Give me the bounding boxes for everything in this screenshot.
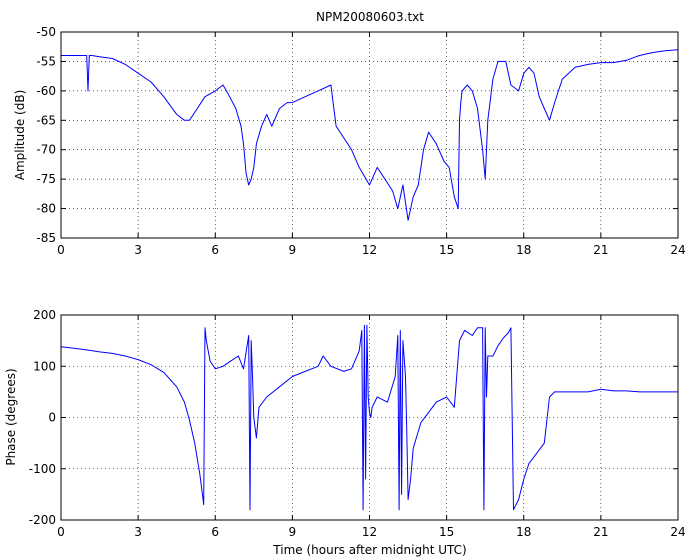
phase-ytick-label: -100 [29,462,56,476]
phase-axes: 0 3 6 9 12 15 18 21 24 -200 -100 0 100 200 Phase (deg… [4,308,686,557]
chart-title: NPM20080603.txt [316,10,424,24]
phase-ylabel: Phase (degrees) [4,368,18,465]
phase-xtick-label: 15 [439,525,454,539]
amplitude-grid [61,32,678,238]
amplitude-ytick-label: -70 [36,143,56,157]
amplitude-ytick-label: -75 [36,172,56,186]
phase-plot-frame [60,314,679,521]
amplitude-xtick-label: 3 [134,243,142,257]
phase-xlabel: Time (hours after midnight UTC) [272,543,466,557]
amplitude-xtick-label: 12 [362,243,377,257]
amplitude-ytick-label: -60 [36,84,56,98]
phase-xtick-label: 21 [593,525,608,539]
amplitude-plot-frame [60,31,679,239]
amplitude-xtick-label: 18 [516,243,531,257]
phase-xtick-label: 9 [289,525,297,539]
phase-ytick-label: 100 [33,359,56,373]
amplitude-ytick-label: -50 [36,25,56,39]
amplitude-ytick-label: -80 [36,202,56,216]
amplitude-ylabel: Amplitude (dB) [13,90,27,181]
amplitude-xtick-label: 21 [593,243,608,257]
amplitude-xtick-label: 6 [211,243,219,257]
amplitude-ytick-label: -65 [36,113,56,127]
amplitude-xtick-label: 0 [57,243,65,257]
phase-ytick-label: -200 [29,513,56,527]
amplitude-xtick-label: 9 [289,243,297,257]
amplitude-xtick-label: 24 [670,243,685,257]
phase-xtick-label: 6 [211,525,219,539]
amplitude-ytick-label: -55 [36,54,56,68]
phase-xtick-label: 0 [57,525,65,539]
amplitude-series-line [61,49,679,221]
phase-series [60,324,678,511]
phase-series-line [60,324,678,511]
phase-xtick-label: 3 [134,525,142,539]
phase-xtick-label: 12 [362,525,377,539]
phase-ytick-label: 200 [33,308,56,322]
phase-ytick-label: 0 [48,411,56,425]
phase-xtick-label: 18 [516,525,531,539]
amplitude-ticks: 0 3 6 9 12 15 18 21 24 -85 -80 -75 -70 -65 -60 -55 -50 [36,25,685,257]
phase-grid [61,315,678,520]
amplitude-ytick-label: -85 [36,231,56,245]
phase-ticks: 0 3 6 9 12 15 18 21 24 -200 -100 0 100 200 [29,308,686,539]
amplitude-axes: 0 3 6 9 12 15 18 21 24 -85 -80 -75 -70 -65 -60 -55 -50 A… [13,25,686,257]
phase-xtick-label: 24 [670,525,685,539]
amplitude-series [61,49,679,221]
amplitude-xtick-label: 15 [439,243,454,257]
